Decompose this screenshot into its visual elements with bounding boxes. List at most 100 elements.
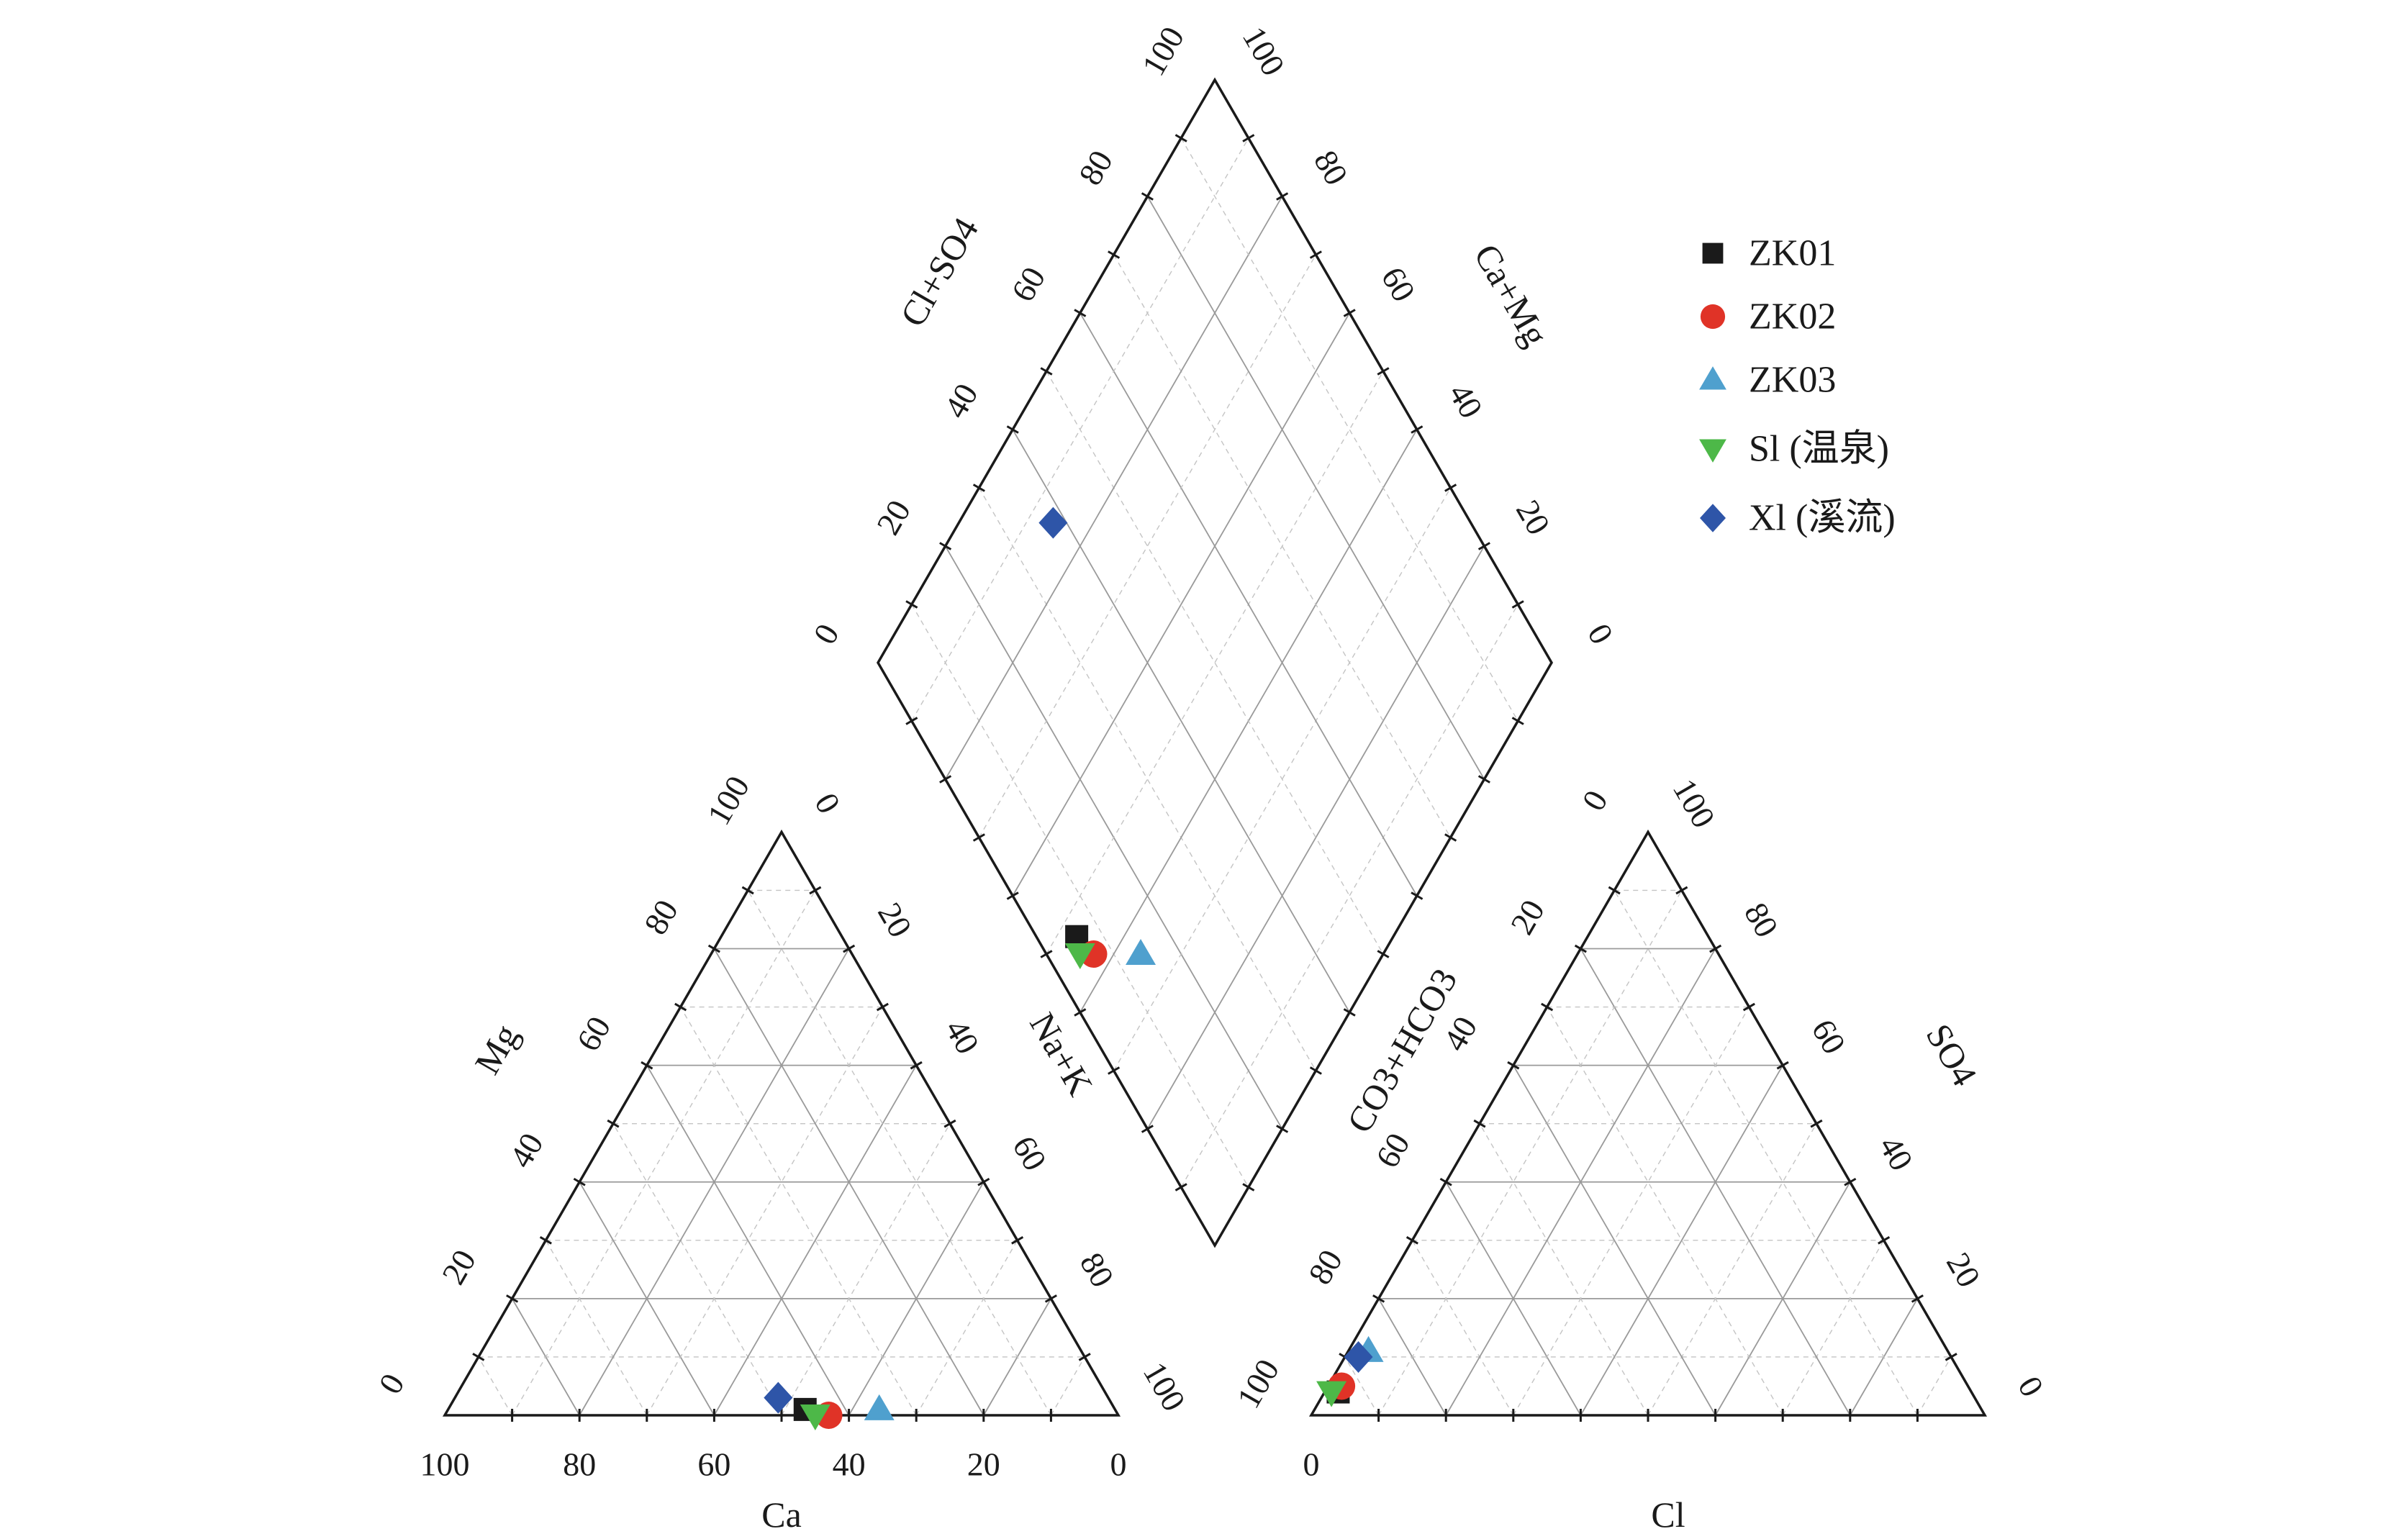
- mg-tick-100: 100: [700, 770, 757, 831]
- tick-mark-7-8: [1141, 192, 1154, 201]
- mg-tick-40: 40: [502, 1127, 551, 1174]
- mg-axis-title: Mg: [466, 1017, 526, 1081]
- tick-mark-4-9: [1675, 886, 1688, 895]
- tick-mark-9-4: [1411, 891, 1423, 900]
- tick-mark-1-3: [1011, 1236, 1024, 1245]
- tick-mark-9-9: [1242, 1183, 1255, 1192]
- tick-mark-7-2: [939, 542, 952, 550]
- tick-mark-9-1: [1511, 717, 1524, 725]
- camg-tick-80: 80: [1307, 144, 1355, 191]
- tick-mark-7-3: [972, 484, 985, 492]
- anion-grid-a-7: [1546, 1007, 1783, 1416]
- cation-grid-b-3: [915, 1240, 1018, 1416]
- tick-mark-8-7: [1444, 484, 1457, 492]
- tick-mark-4-1: [1945, 1353, 1957, 1361]
- tick-mark-2-6: [573, 1177, 586, 1186]
- tick-mark-6-3: [1108, 1066, 1121, 1075]
- tick-mark-5-2: [1574, 944, 1587, 953]
- clso4-tick-60: 60: [1004, 260, 1052, 307]
- camg-tick-60: 60: [1375, 260, 1423, 307]
- tick-mark-4-5: [1810, 1119, 1823, 1128]
- nak-tick-40: 40: [938, 1013, 987, 1060]
- tick-mark-2-9: [472, 1353, 485, 1361]
- legend-entry: ZK03: [1699, 360, 1836, 401]
- legend-label-3: Sl (温泉): [1749, 429, 1889, 470]
- co3hco3-axis-title: CO3+HCO3: [1339, 961, 1465, 1139]
- co3hco3-tick-80: 80: [1301, 1243, 1349, 1290]
- tick-mark-9-8: [1276, 1125, 1289, 1133]
- nak-tick-100: 100: [1136, 1356, 1193, 1417]
- anion-grid-b-3: [1782, 1240, 1885, 1416]
- tick-mark-2-7: [539, 1236, 552, 1245]
- cation-grid-a-8: [713, 948, 985, 1416]
- anion-grid-a-3: [1411, 1240, 1514, 1416]
- tick-mark-6-1: [1174, 1183, 1187, 1192]
- tick-mark-6-6: [1006, 891, 1019, 900]
- diamond-grid-v-4: [1012, 429, 1350, 1013]
- tick-mark-7-9: [1174, 134, 1187, 142]
- clso4-tick-80: 80: [1072, 144, 1120, 191]
- mg-tick-0: 0: [371, 1367, 412, 1399]
- diamond-grid-v-9: [1180, 137, 1518, 722]
- ca-tick-60: 60: [697, 1446, 730, 1483]
- cation-grid-b-8: [579, 948, 850, 1416]
- anion-grid-b-5: [1647, 1123, 1817, 1416]
- tick-mark-6-9: [905, 717, 918, 725]
- tick-mark-4-2: [1911, 1294, 1924, 1303]
- anion-grid-a-9: [1613, 890, 1919, 1416]
- nak-tick-0: 0: [807, 787, 848, 820]
- tick-mark-8-8: [1477, 542, 1490, 550]
- tick-mark-1-5: [943, 1119, 956, 1128]
- cation-grid-a-9: [747, 890, 1052, 1416]
- ca-tick-100: 100: [420, 1446, 470, 1483]
- series-2-diamond-point: [1126, 939, 1157, 965]
- tick-mark-5-3: [1541, 1002, 1554, 1012]
- tick-mark-4-7: [1742, 1002, 1755, 1012]
- tick-mark-4-4: [1844, 1177, 1857, 1186]
- tick-mark-5-7: [1406, 1236, 1418, 1245]
- tick-mark-6-2: [1141, 1125, 1154, 1133]
- cation-grid-b-7: [646, 1007, 884, 1416]
- co3hco3-tick-20: 20: [1503, 894, 1552, 940]
- tick-mark-5-6: [1439, 1177, 1452, 1186]
- tick-mark-6-7: [972, 833, 985, 842]
- tick-mark-9-3: [1444, 833, 1457, 842]
- data-point-layer: [764, 507, 1384, 1430]
- tick-mark-2-8: [506, 1294, 519, 1303]
- cl-tick-0: 0: [1303, 1446, 1320, 1483]
- tick-mark-9-6: [1343, 1008, 1356, 1017]
- so4-tick-20: 20: [1939, 1246, 1988, 1293]
- diamond-grid-u-6: [1012, 312, 1350, 897]
- tick-mark-8-5: [1377, 367, 1390, 376]
- tick-mark-8-9: [1511, 600, 1524, 609]
- cl-axis-title: Cl: [1651, 1494, 1685, 1530]
- cation-grid-a-3: [545, 1240, 648, 1416]
- legend-entry: ZK01: [1702, 233, 1836, 274]
- tick-mark-5-5: [1473, 1119, 1486, 1128]
- tick-mark-8-4: [1343, 309, 1356, 317]
- tick-mark-4-3: [1878, 1236, 1891, 1245]
- tick-mark-7-1: [905, 600, 918, 609]
- tick-mark-5-4: [1507, 1061, 1520, 1070]
- so4-tick-100: 100: [1666, 773, 1723, 834]
- tick-mark-1-2: [1044, 1294, 1057, 1303]
- diamond-frame: [876, 77, 1554, 1248]
- tick-mark-6-8: [939, 775, 952, 784]
- diamond-grid-v-6: [1079, 312, 1418, 897]
- series-3-diamond-point: [1064, 943, 1095, 969]
- legend-marker-1: [1700, 304, 1726, 330]
- co3hco3-tick-100: 100: [1230, 1353, 1287, 1414]
- tick-mark-6-4: [1074, 1008, 1087, 1017]
- grid-layer: [478, 137, 1952, 1416]
- tick-mark-8-6: [1411, 425, 1423, 434]
- tick-mark-4-8: [1709, 944, 1722, 953]
- series-3-cation-point: [800, 1404, 830, 1430]
- legend-marker-0: [1702, 242, 1724, 264]
- ca-tick-40: 40: [833, 1446, 866, 1483]
- tick-mark-2-1: [741, 886, 754, 895]
- camg-tick-100: 100: [1236, 20, 1293, 81]
- tick-mark-7-5: [1040, 367, 1053, 376]
- series-4-cation-point: [764, 1381, 793, 1414]
